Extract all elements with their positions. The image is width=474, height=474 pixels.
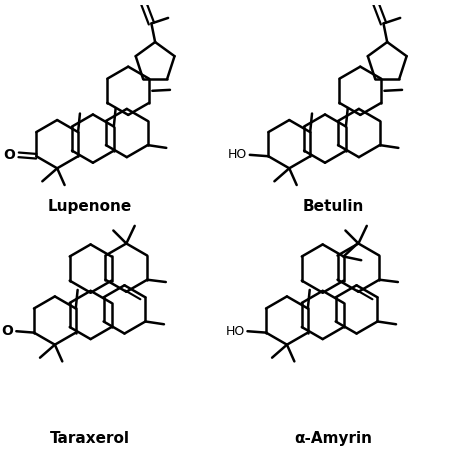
Text: HO: HO	[226, 325, 245, 338]
Text: Taraxerol: Taraxerol	[50, 431, 130, 447]
Text: O: O	[3, 148, 15, 162]
Text: Lupenone: Lupenone	[47, 200, 132, 214]
Text: HO: HO	[228, 148, 247, 161]
Text: Betulin: Betulin	[303, 200, 364, 214]
Text: O: O	[1, 324, 13, 338]
Text: α-Amyrin: α-Amyrin	[294, 431, 373, 447]
